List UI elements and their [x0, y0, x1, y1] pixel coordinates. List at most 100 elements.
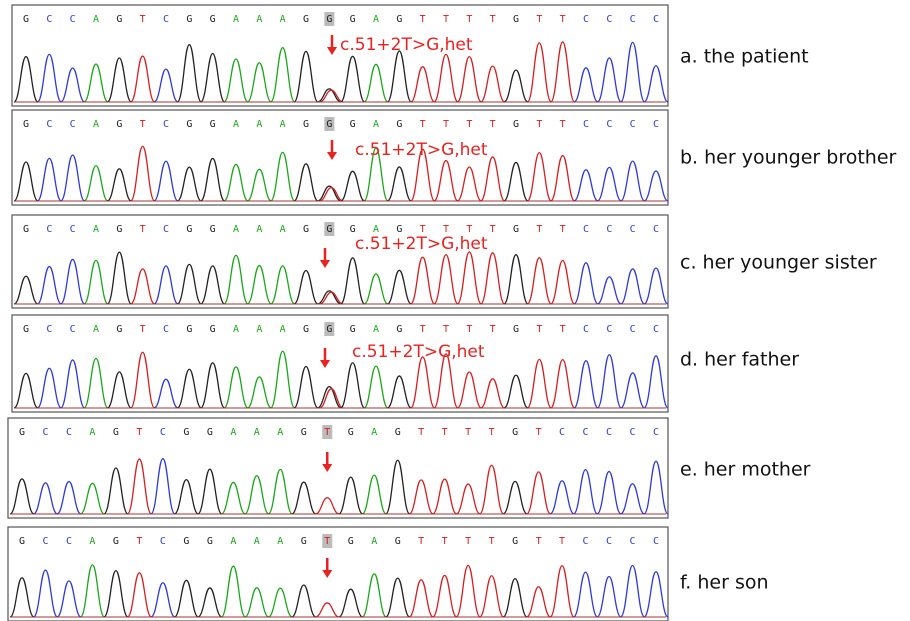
base-call: G [326, 224, 332, 235]
base-call: T [324, 427, 330, 438]
base-call: T [559, 536, 565, 547]
base-call: G [113, 427, 119, 438]
base-call: A [89, 536, 95, 547]
base-call: A [256, 324, 262, 335]
base-call: T [140, 119, 146, 130]
base-call: C [163, 324, 169, 335]
chromatogram-panel: GCCAGTCGGAAAGGGAGTTTTGTTCCCCc.51+2T>G,he… [12, 5, 668, 106]
base-call: C [583, 427, 589, 438]
base-call: C [46, 119, 52, 130]
base-call: G [512, 536, 518, 547]
base-call: C [66, 427, 72, 438]
mutation-label: c.51+2T>G,het [352, 342, 485, 362]
base-call: A [256, 224, 262, 235]
base-call: G [186, 324, 192, 335]
base-call: G [513, 324, 519, 335]
base-call: G [19, 427, 25, 438]
mutation-label: c.51+2T>G,het [355, 140, 488, 160]
base-call: G [396, 119, 402, 130]
base-call: G [23, 119, 29, 130]
base-call: C [653, 119, 659, 130]
base-call: G [395, 536, 401, 547]
panel-frame [12, 215, 668, 308]
base-call: T [536, 536, 542, 547]
base-call: G [207, 536, 213, 547]
base-call: C [559, 427, 565, 438]
base-call: T [442, 427, 448, 438]
base-call: C [583, 14, 589, 25]
base-call: T [490, 14, 496, 25]
base-call: C [163, 119, 169, 130]
panel-caption: c. her younger sister [680, 252, 877, 274]
chromatogram-panel: GCCAGTCGGAAAGTGAGTTTTGTTCCCC [8, 527, 668, 621]
base-call: C [70, 224, 76, 235]
base-call: A [230, 536, 236, 547]
base-call: C [630, 324, 636, 335]
base-call: T [442, 536, 448, 547]
base-call: G [210, 324, 216, 335]
base-call: T [465, 536, 471, 547]
base-call: C [163, 224, 169, 235]
base-call: T [465, 427, 471, 438]
base-call: G [350, 14, 356, 25]
base-call: C [653, 324, 659, 335]
base-call: T [420, 14, 426, 25]
base-call: G [23, 324, 29, 335]
base-call: T [136, 427, 142, 438]
base-call: C [653, 536, 659, 547]
base-call: G [23, 224, 29, 235]
base-call: C [630, 14, 636, 25]
base-call: G [303, 14, 309, 25]
chromatogram-panel: GCCAGTCGGAAAGTGAGTTTTGTCCCCC [8, 418, 668, 518]
base-call: T [466, 119, 472, 130]
base-call: T [490, 224, 496, 235]
base-call: C [583, 224, 589, 235]
base-call: A [89, 427, 95, 438]
base-call: C [653, 14, 659, 25]
base-call: G [303, 119, 309, 130]
base-call: A [93, 224, 99, 235]
base-call: T [466, 14, 472, 25]
base-call: G [210, 119, 216, 130]
base-call: T [420, 119, 426, 130]
base-call: A [93, 14, 99, 25]
base-call: G [513, 224, 519, 235]
base-call: C [630, 427, 636, 438]
base-call: T [490, 119, 496, 130]
base-call: G [303, 324, 309, 335]
panel-caption: d. her father [680, 349, 799, 371]
base-call: T [489, 427, 495, 438]
base-call: G [19, 536, 25, 547]
base-call: G [396, 324, 402, 335]
chromatogram-panel: GCCAGTCGGAAAGGGAGTTTTGTTCCCCc.51+2T>G,he… [12, 110, 668, 205]
base-call: C [630, 119, 636, 130]
base-call: G [116, 224, 122, 235]
panel-caption: f. her son [680, 572, 769, 594]
base-call: C [70, 14, 76, 25]
base-call: A [280, 324, 286, 335]
base-call: T [536, 14, 542, 25]
base-call: G [183, 427, 189, 438]
base-call: G [326, 14, 332, 25]
base-call: C [66, 536, 72, 547]
base-call: T [489, 536, 495, 547]
base-call: A [254, 536, 260, 547]
base-call: G [186, 14, 192, 25]
base-call: G [183, 536, 189, 547]
base-call: G [23, 14, 29, 25]
base-call: G [513, 14, 519, 25]
base-call: T [560, 119, 566, 130]
base-call: T [324, 536, 330, 547]
base-call: G [186, 119, 192, 130]
panel-frame [12, 315, 668, 412]
base-call: C [583, 119, 589, 130]
base-call: T [560, 324, 566, 335]
base-call: A [280, 224, 286, 235]
base-call: A [371, 427, 377, 438]
base-call: T [140, 224, 146, 235]
base-call: A [256, 119, 262, 130]
base-call: C [653, 224, 659, 235]
base-call: G [116, 324, 122, 335]
base-call: A [256, 14, 262, 25]
panel-caption: a. the patient [680, 46, 809, 68]
